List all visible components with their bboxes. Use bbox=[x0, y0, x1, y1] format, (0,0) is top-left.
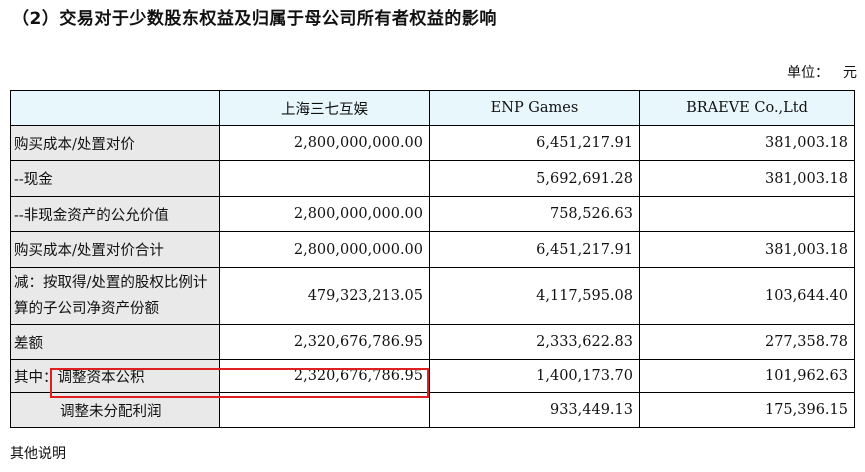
cell-value bbox=[219, 392, 430, 428]
row-label: 减：按取得/处置的股权比例计算的子公司净资产份额 bbox=[10, 267, 220, 325]
unit-line: 单位： 元 bbox=[787, 62, 857, 82]
equity-impact-table: 上海三七互娱 ENP Games BRAEVE Co.,Ltd 购买成本/处置对… bbox=[10, 90, 855, 428]
header-col-enp: ENP Games bbox=[429, 90, 640, 126]
header-blank-cell bbox=[10, 90, 220, 126]
cell-value: 381,003.18 bbox=[639, 231, 855, 268]
cell-value: 381,003.18 bbox=[639, 160, 855, 197]
cell-value: 6,451,217.91 bbox=[429, 231, 640, 268]
cell-value: 4,117,595.08 bbox=[429, 267, 640, 325]
row-label-indented: 调整未分配利润 bbox=[10, 392, 220, 428]
table-header-row: 上海三七互娱 ENP Games BRAEVE Co.,Ltd bbox=[10, 90, 855, 126]
cell-value: 2,800,000,000.00 bbox=[219, 125, 430, 161]
cell-value bbox=[639, 196, 855, 232]
cell-value bbox=[219, 160, 430, 197]
row-label-compound: 其中：调整资本公积 bbox=[10, 359, 220, 393]
table-row: 调整未分配利润 933,449.13 175,396.15 bbox=[10, 392, 855, 428]
cell-value: 479,323,213.05 bbox=[219, 267, 430, 325]
cell-value: 1,400,173.70 bbox=[429, 359, 640, 393]
cell-value: 933,449.13 bbox=[429, 392, 640, 428]
unit-value: 元 bbox=[843, 65, 857, 81]
table-row: 差额 2,320,676,786.95 2,333,622.83 277,358… bbox=[10, 324, 855, 360]
section-heading: （2）交易对于少数股东权益及归属于母公司所有者权益的影响 bbox=[12, 9, 497, 29]
cell-value: 2,333,622.83 bbox=[429, 324, 640, 360]
unit-label: 单位： bbox=[787, 65, 829, 81]
cell-value: 2,800,000,000.00 bbox=[219, 231, 430, 268]
row-label-prefix: 其中： bbox=[14, 369, 58, 386]
cell-value: 103,644.40 bbox=[639, 267, 855, 325]
row-label: --现金 bbox=[10, 160, 220, 197]
cell-value: 2,320,676,786.95 bbox=[219, 359, 430, 393]
cell-value: 2,320,676,786.95 bbox=[219, 324, 430, 360]
row-label: 购买成本/处置对价 bbox=[10, 125, 220, 161]
cell-value: 277,358.78 bbox=[639, 324, 855, 360]
header-col-braeve: BRAEVE Co.,Ltd bbox=[639, 90, 855, 126]
row-label: 差额 bbox=[10, 324, 220, 360]
table-row: 购买成本/处置对价合计 2,800,000,000.00 6,451,217.9… bbox=[10, 231, 855, 268]
cell-value: 175,396.15 bbox=[639, 392, 855, 428]
row-label: 调整未分配利润 bbox=[60, 403, 162, 420]
table-row: 减：按取得/处置的股权比例计算的子公司净资产份额 479,323,213.05 … bbox=[10, 267, 855, 325]
cell-value: 381,003.18 bbox=[639, 125, 855, 161]
row-label: 购买成本/处置对价合计 bbox=[10, 231, 220, 268]
other-notes-label: 其他说明 bbox=[10, 446, 66, 462]
cell-value: 5,692,691.28 bbox=[429, 160, 640, 197]
table-row: 其中：调整资本公积 2,320,676,786.95 1,400,173.70 … bbox=[10, 359, 855, 393]
row-label: 调整资本公积 bbox=[57, 369, 145, 386]
cell-value: 6,451,217.91 bbox=[429, 125, 640, 161]
table-row: --现金 5,692,691.28 381,003.18 bbox=[10, 160, 855, 197]
row-label: --非现金资产的公允价值 bbox=[10, 196, 220, 232]
table-row: 购买成本/处置对价 2,800,000,000.00 6,451,217.91 … bbox=[10, 125, 855, 161]
header-col-sanqi: 上海三七互娱 bbox=[219, 90, 430, 126]
cell-value: 2,800,000,000.00 bbox=[219, 196, 430, 232]
cell-value: 101,962.63 bbox=[639, 359, 855, 393]
table-row: --非现金资产的公允价值 2,800,000,000.00 758,526.63 bbox=[10, 196, 855, 232]
cell-value: 758,526.63 bbox=[429, 196, 640, 232]
